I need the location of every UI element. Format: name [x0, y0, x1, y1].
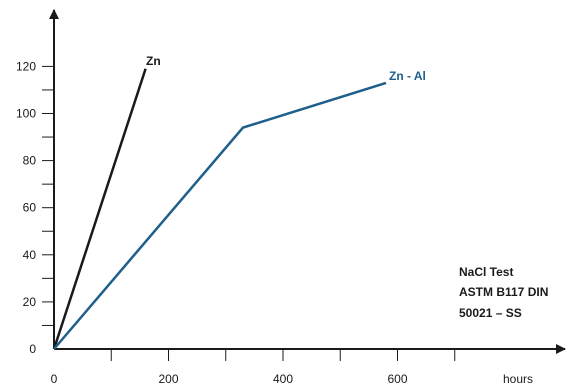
series-group: Zn Zn - Al	[52, 54, 426, 350]
x-axis-ticks: 0 200 400 600	[51, 349, 456, 386]
annotation-line-1: NaCl Test	[459, 265, 513, 279]
annotation-line-2: ASTM B117 DIN	[459, 285, 548, 299]
y-tick-label: 80	[23, 154, 37, 168]
y-tick-label: 60	[23, 201, 37, 215]
series-label-2: Zn - Al	[389, 69, 426, 83]
y-tick-label: 120	[16, 59, 36, 73]
x-tick-label: 600	[387, 372, 407, 386]
series-line-2	[53, 81, 387, 350]
annotation-line-3: 50021 – SS	[459, 306, 522, 320]
test-annotation: NaCl Test ASTM B117 DIN 50021 – SS	[459, 265, 548, 320]
y-tick-label: 100	[16, 107, 36, 121]
series-label-1: Zn	[146, 54, 161, 68]
x-axis-label: hours	[503, 372, 533, 386]
x-tick-label: 200	[158, 372, 178, 386]
y-tick-label: 40	[23, 248, 37, 262]
x-tick-label: 0	[51, 372, 58, 386]
y-tick-label: 20	[23, 295, 37, 309]
series-line-1	[52, 68, 147, 350]
y-tick-label: 0	[29, 342, 36, 356]
x-tick-label: 400	[273, 372, 293, 386]
y-axis-ticks: 0 20 40 60 80 100 120	[16, 59, 54, 356]
